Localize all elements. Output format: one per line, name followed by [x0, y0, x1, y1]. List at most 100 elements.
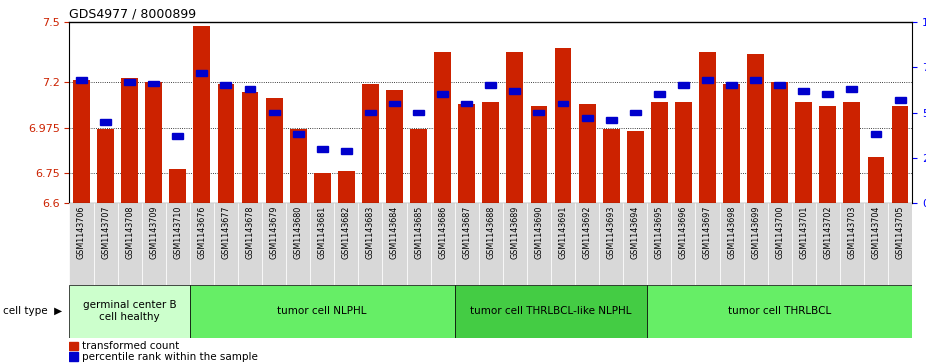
Bar	[69, 285, 190, 338]
Bar	[647, 203, 671, 285]
Bar	[142, 203, 166, 285]
Bar	[579, 105, 595, 203]
Bar	[118, 203, 142, 285]
Text: tumor cell THRLBCL-like NLPHL: tumor cell THRLBCL-like NLPHL	[470, 306, 632, 316]
Bar	[695, 203, 720, 285]
Bar	[627, 131, 644, 203]
Bar	[124, 79, 135, 85]
Bar	[840, 203, 864, 285]
Bar	[747, 54, 764, 203]
Bar	[214, 203, 238, 285]
Text: GSM1143709: GSM1143709	[149, 206, 158, 259]
Bar	[551, 203, 575, 285]
Bar	[654, 91, 665, 97]
Bar	[341, 148, 352, 154]
Bar	[895, 97, 906, 103]
Text: GSM1143679: GSM1143679	[269, 206, 279, 259]
Text: GSM1143680: GSM1143680	[294, 206, 303, 259]
Text: GSM1143693: GSM1143693	[607, 206, 616, 259]
Bar	[238, 203, 262, 285]
Bar	[382, 203, 407, 285]
Text: GDS4977 / 8000899: GDS4977 / 8000899	[69, 8, 196, 21]
Text: GSM1143689: GSM1143689	[510, 206, 519, 259]
Bar	[69, 203, 94, 285]
Bar	[166, 203, 190, 285]
Text: GSM1143702: GSM1143702	[823, 206, 832, 259]
Bar	[461, 101, 472, 106]
Bar	[148, 81, 159, 86]
Bar	[575, 203, 599, 285]
Text: GSM1143697: GSM1143697	[703, 206, 712, 259]
Text: GSM1143691: GSM1143691	[558, 206, 568, 259]
Bar	[244, 86, 256, 92]
Bar	[798, 88, 809, 94]
Bar	[190, 285, 455, 338]
Bar	[820, 106, 836, 203]
Bar	[73, 80, 90, 203]
Bar	[455, 203, 479, 285]
Text: GSM1143705: GSM1143705	[895, 206, 905, 259]
Text: GSM1143701: GSM1143701	[799, 206, 808, 259]
Bar	[121, 78, 138, 203]
Text: germinal center B
cell healthy: germinal center B cell healthy	[82, 301, 177, 322]
Bar	[410, 129, 427, 203]
Text: GSM1143683: GSM1143683	[366, 206, 375, 259]
Bar	[266, 98, 282, 203]
Bar	[582, 115, 593, 121]
Bar	[699, 52, 716, 203]
Text: GSM1143692: GSM1143692	[582, 206, 592, 259]
Bar	[317, 146, 328, 152]
Text: GSM1143690: GSM1143690	[534, 206, 544, 259]
Text: GSM1143694: GSM1143694	[631, 206, 640, 259]
Bar	[503, 203, 527, 285]
Bar	[482, 102, 499, 203]
Bar	[509, 88, 520, 94]
Text: GSM1143684: GSM1143684	[390, 206, 399, 259]
Bar	[100, 119, 111, 125]
Text: GSM1143685: GSM1143685	[414, 206, 423, 259]
Text: GSM1143688: GSM1143688	[486, 206, 495, 259]
Text: GSM1143695: GSM1143695	[655, 206, 664, 259]
Bar	[630, 110, 641, 115]
Bar	[69, 352, 78, 361]
Bar	[431, 203, 455, 285]
Text: transformed count: transformed count	[81, 341, 179, 351]
Bar	[599, 203, 623, 285]
Bar	[293, 131, 304, 137]
Bar	[262, 203, 286, 285]
Bar	[822, 91, 833, 97]
Bar	[675, 102, 692, 203]
Bar	[888, 203, 912, 285]
Bar	[795, 102, 812, 203]
Bar	[310, 203, 334, 285]
Bar	[531, 106, 547, 203]
Text: GSM1143696: GSM1143696	[679, 206, 688, 259]
Text: GSM1143682: GSM1143682	[342, 206, 351, 259]
Text: percentile rank within the sample: percentile rank within the sample	[81, 352, 257, 362]
Bar	[169, 169, 186, 203]
Text: GSM1143676: GSM1143676	[197, 206, 206, 259]
Bar	[892, 106, 908, 203]
Bar	[527, 203, 551, 285]
Text: cell type  ▶: cell type ▶	[3, 306, 62, 316]
Bar	[816, 203, 840, 285]
Bar	[389, 101, 400, 106]
Bar	[386, 90, 403, 203]
Bar	[290, 129, 307, 203]
Bar	[334, 203, 358, 285]
Bar	[479, 203, 503, 285]
Bar	[97, 129, 114, 203]
Bar	[723, 84, 740, 203]
Bar	[362, 84, 379, 203]
Bar	[864, 203, 888, 285]
Bar	[172, 133, 183, 139]
Text: GSM1143703: GSM1143703	[847, 206, 857, 259]
Bar	[647, 285, 912, 338]
Bar	[242, 92, 258, 203]
Text: GSM1143678: GSM1143678	[245, 206, 255, 259]
Bar	[69, 342, 78, 350]
Bar	[190, 203, 214, 285]
Text: tumor cell THRLBCL: tumor cell THRLBCL	[728, 306, 832, 316]
Bar	[286, 203, 310, 285]
Bar	[603, 129, 619, 203]
